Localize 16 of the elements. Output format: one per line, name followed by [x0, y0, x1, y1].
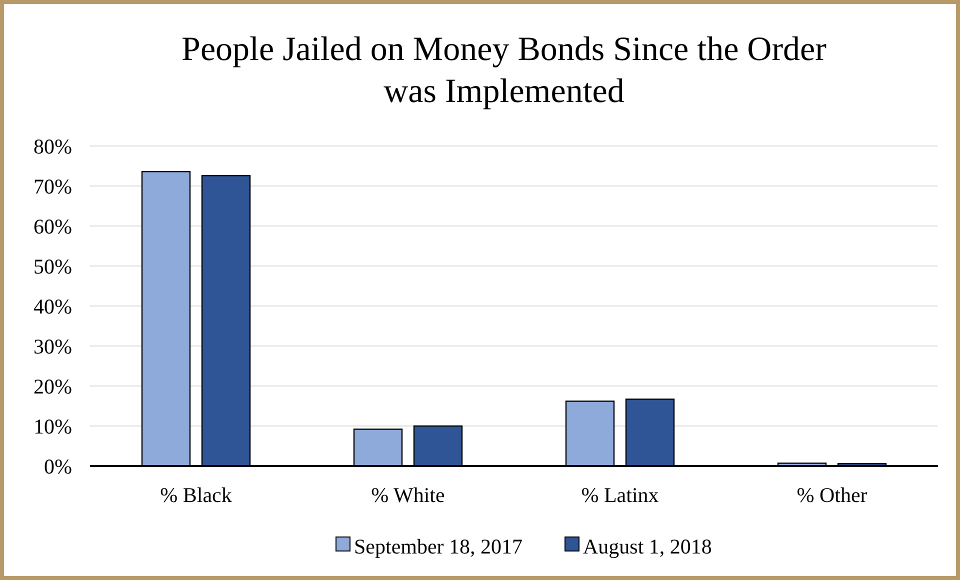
y-tick-label: 20%: [34, 374, 72, 398]
x-tick-label: % Latinx: [581, 483, 660, 507]
y-tick-label: 0%: [44, 454, 72, 478]
y-tick-label: 40%: [34, 294, 72, 318]
y-tick-label: 80%: [34, 134, 72, 158]
x-tick-label: % Other: [796, 483, 868, 507]
x-tick-label: % Black: [160, 483, 232, 507]
y-tick-label: 30%: [34, 334, 72, 358]
legend-label: August 1, 2018: [583, 534, 712, 558]
y-tick-label: 50%: [34, 254, 72, 278]
legend-label: September 18, 2017: [354, 534, 523, 558]
y-tick-label: 70%: [34, 174, 72, 198]
y-tick-label: 60%: [34, 214, 72, 238]
chart-title: People Jailed on Money Bonds Since the Order was Implemented: [182, 31, 828, 110]
x-tick-label: % White: [371, 483, 445, 507]
y-tick-label: 10%: [34, 414, 72, 438]
